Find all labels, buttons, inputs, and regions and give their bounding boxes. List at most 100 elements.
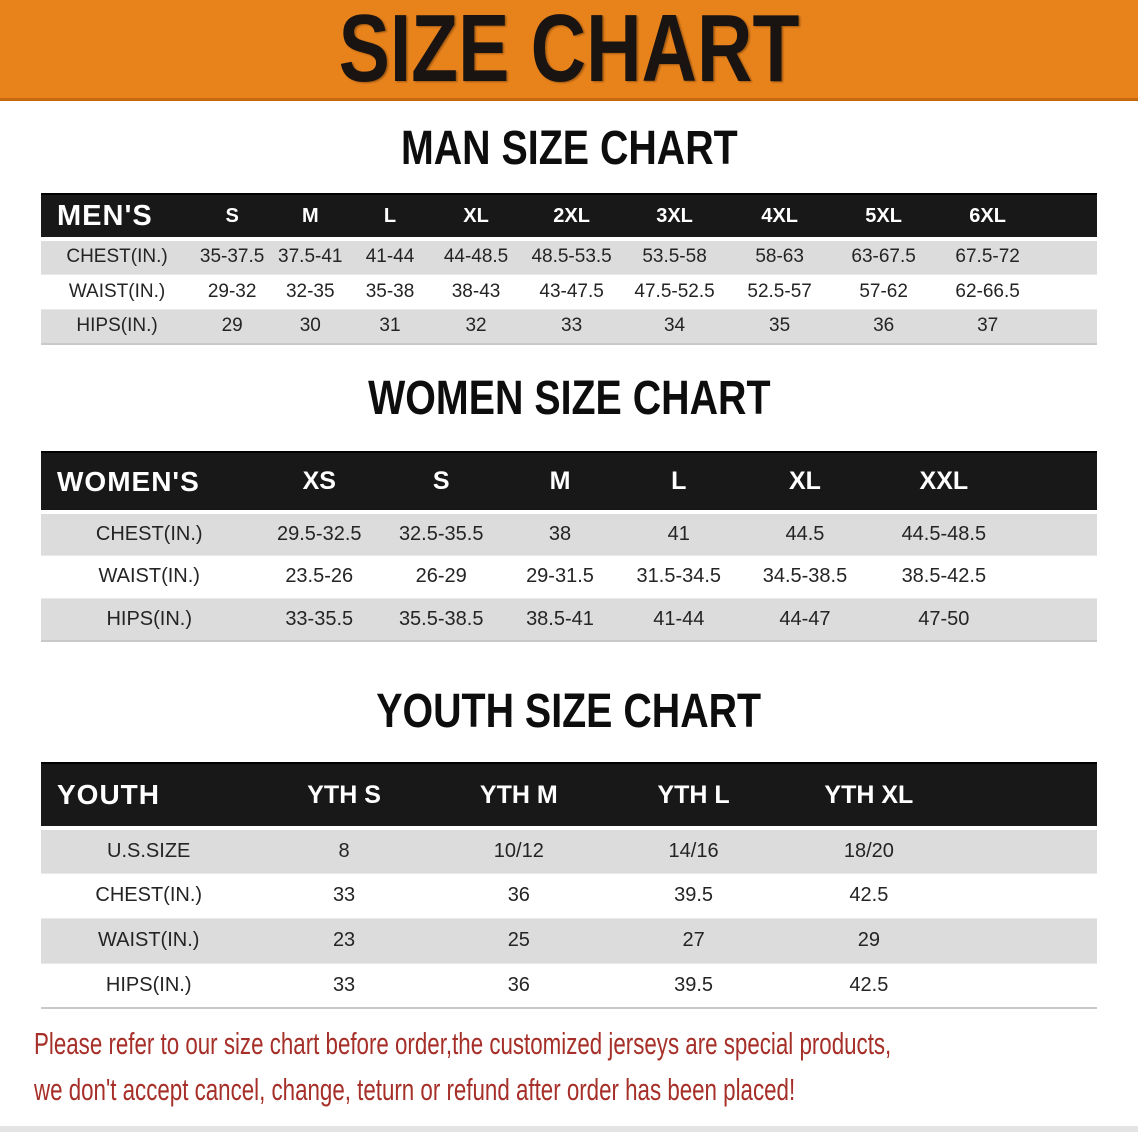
spacer-cell (1016, 451, 1097, 514)
table-row: CHEST(IN.) 29.5-32.5 32.5-35.5 38 41 44.5 44.5… (41, 512, 1097, 556)
size-value: 47-50 (870, 598, 1017, 642)
footer-strip (0, 1126, 1138, 1132)
row-label: HIPS(IN.) (41, 598, 258, 642)
row-label: HIPS(IN.) (41, 963, 257, 1009)
section-title-text: YOUTH SIZE CHART (376, 685, 762, 738)
row-label: WAIST(IN.) (41, 274, 194, 310)
size-value: 29.5-32.5 (257, 512, 382, 556)
size-value: 29 (781, 918, 957, 964)
table-header-row: WOMEN'S XS S M L XL XXL (41, 451, 1097, 514)
size-value: 41-44 (618, 598, 739, 642)
size-value: 62-66.5 (935, 274, 1040, 310)
size-value: 53.5-58 (621, 239, 728, 275)
column-header: L (618, 451, 739, 514)
size-value: 44-47 (738, 598, 871, 642)
column-header: S (193, 193, 272, 241)
table-row: WAIST(IN.) 23 25 27 29 (41, 918, 1097, 964)
size-value: 44.5-48.5 (870, 512, 1017, 556)
spacer-cell (1016, 598, 1097, 642)
section-title: WOMEN SIZE CHART (0, 373, 1138, 425)
size-value: 35 (727, 309, 832, 345)
size-value: 18/20 (781, 828, 957, 874)
size-value: 37.5-41 (271, 239, 350, 275)
column-header: L (349, 193, 431, 241)
size-value: 41-44 (349, 239, 431, 275)
size-chart-sections: MAN SIZE CHART MEN'S S M L XL 2XL 3XL 4XL 5XL 6XL C… (0, 123, 1138, 1009)
table-row: CHEST(IN.) 35-37.5 37.5-41 41-44 44-48.5 48.5… (41, 239, 1097, 275)
size-value: 27 (605, 918, 782, 964)
section-mens: MAN SIZE CHART MEN'S S M L XL 2XL 3XL 4XL 5XL 6XL C… (0, 123, 1138, 345)
row-label: CHEST(IN.) (41, 512, 258, 556)
column-header: YTH S (256, 762, 432, 830)
size-value: 35-37.5 (193, 239, 272, 275)
size-value: 31.5-34.5 (618, 555, 739, 599)
spacer-cell (956, 918, 1097, 964)
size-value: 35.5-38.5 (381, 598, 502, 642)
table-header-row: YOUTH YTH S YTH M YTH L YTH XL (41, 762, 1097, 830)
size-value: 37 (935, 309, 1040, 345)
table-row: HIPS(IN.) 33 36 39.5 42.5 (41, 963, 1097, 1009)
disclaimer-line-2: we don't accept cancel, change, teturn o… (34, 1072, 796, 1107)
column-header: YTH M (431, 762, 606, 830)
banner-title: SIZE CHART (338, 0, 800, 101)
column-header: 3XL (621, 193, 728, 241)
spacer-cell (956, 762, 1097, 830)
size-value: 36 (431, 873, 606, 919)
table-row: HIPS(IN.) 33-35.5 35.5-38.5 38.5-41 41-44 44-… (41, 598, 1097, 642)
spacer-cell (956, 963, 1097, 1009)
size-value: 38.5-41 (501, 598, 619, 642)
size-value: 23 (256, 918, 432, 964)
table-row: WAIST(IN.) 29-32 32-35 35-38 38-43 43-47.5 47.… (41, 274, 1097, 310)
column-header: 6XL (935, 193, 1040, 241)
size-value: 63-67.5 (831, 239, 936, 275)
column-header: S (381, 451, 502, 514)
size-value: 44-48.5 (430, 239, 522, 275)
size-value: 33 (256, 963, 432, 1009)
column-header: YTH XL (781, 762, 957, 830)
column-header: M (501, 451, 619, 514)
section-title-text: WOMEN SIZE CHART (367, 372, 771, 425)
table-row: WAIST(IN.) 23.5-26 26-29 29-31.5 31.5-34.5 34… (41, 555, 1097, 599)
size-value: 36 (431, 963, 606, 1009)
size-value: 38 (501, 512, 619, 556)
size-value: 44.5 (738, 512, 871, 556)
spacer-cell (1039, 309, 1097, 345)
size-value: 39.5 (605, 963, 782, 1009)
size-value: 42.5 (781, 963, 957, 1009)
column-header: XL (738, 451, 871, 514)
spacer-cell (1039, 193, 1097, 241)
size-value: 35-38 (349, 274, 431, 310)
size-value: 26-29 (381, 555, 502, 599)
column-header: XXL (870, 451, 1017, 514)
size-value: 30 (271, 309, 350, 345)
size-value: 33 (521, 309, 622, 345)
size-value: 38-43 (430, 274, 522, 310)
spacer-cell (1039, 239, 1097, 275)
youth-size-table: YOUTH YTH S YTH M YTH L YTH XL U.S.SIZE 8 10/12… (41, 762, 1097, 1009)
size-chart-banner: SIZE CHART (0, 0, 1138, 101)
size-value: 23.5-26 (257, 555, 382, 599)
disclaimer: Please refer to our size chart before or… (0, 1021, 1138, 1113)
size-value: 29 (193, 309, 272, 345)
table-row: CHEST(IN.) 33 36 39.5 42.5 (41, 873, 1097, 919)
section-title-text: MAN SIZE CHART (400, 122, 738, 175)
column-header: YTH L (605, 762, 782, 830)
size-value: 33-35.5 (257, 598, 382, 642)
size-value: 38.5-42.5 (870, 555, 1017, 599)
table-row: HIPS(IN.) 29 30 31 32 33 34 35 36 37 (41, 309, 1097, 345)
size-value: 8 (256, 828, 432, 874)
size-value: 10/12 (431, 828, 606, 874)
row-label: U.S.SIZE (41, 828, 257, 874)
row-label: WAIST(IN.) (41, 918, 257, 964)
womens-size-table: WOMEN'S XS S M L XL XXL CHEST(IN.) 29.5-32.5 32.5… (41, 451, 1097, 642)
section-title: MAN SIZE CHART (0, 123, 1138, 175)
section-womens: WOMEN SIZE CHART WOMEN'S XS S M L XL XXL CHEST(I… (0, 373, 1138, 642)
table-row: U.S.SIZE 8 10/12 14/16 18/20 (41, 828, 1097, 874)
table-header-row: MEN'S S M L XL 2XL 3XL 4XL 5XL 6XL (41, 193, 1097, 241)
size-value: 33 (256, 873, 432, 919)
size-value: 48.5-53.5 (521, 239, 622, 275)
size-value: 36 (831, 309, 936, 345)
size-value: 57-62 (831, 274, 936, 310)
row-label: HIPS(IN.) (41, 309, 194, 345)
